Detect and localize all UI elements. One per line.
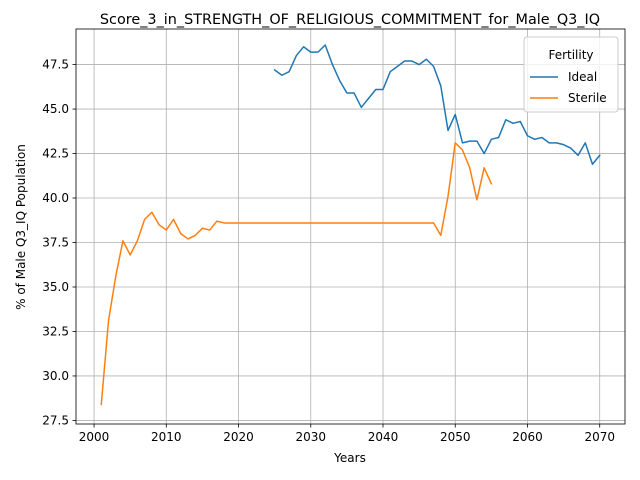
series-line-sterile — [100, 142, 493, 406]
y-tick-label: 32.5 — [42, 324, 69, 338]
legend-box — [523, 36, 619, 113]
y-tick-label: 27.5 — [42, 413, 69, 427]
x-tick-label: 2050 — [440, 430, 471, 444]
y-axis-ticks: 27.5 30.0 32.5 35.0 37.5 40.0 42.5 45.0 47.5 — [42, 58, 76, 427]
x-tick-label: 2010 — [151, 430, 182, 444]
plot-area-frame — [75, 28, 626, 425]
y-axis-label: % of Male Q3_IQ Population — [14, 144, 28, 310]
x-tick-label: 2040 — [368, 430, 399, 444]
y-tick-label: 30.0 — [42, 369, 69, 383]
series-lines — [100, 44, 601, 406]
x-tick-label: 2020 — [223, 430, 254, 444]
x-axis-ticks: 2000 2010 2020 2030 2040 2050 2060 2070 — [79, 424, 615, 444]
x-tick-label: 2060 — [512, 430, 543, 444]
x-tick-label: 2070 — [584, 430, 615, 444]
y-tick-label: 42.5 — [42, 147, 69, 161]
y-tick-label: 37.5 — [42, 236, 69, 250]
legend: Fertility Ideal Sterile — [523, 36, 619, 113]
legend-label-sterile: Sterile — [568, 91, 607, 105]
x-tick-label: 2030 — [295, 430, 326, 444]
x-axis-label: Years — [333, 451, 366, 465]
x-tick-label: 2000 — [79, 430, 110, 444]
series-line-ideal — [273, 44, 601, 165]
y-tick-label: 45.0 — [42, 102, 69, 116]
y-tick-label: 47.5 — [42, 58, 69, 72]
legend-label-ideal: Ideal — [568, 70, 597, 84]
y-tick-label: 35.0 — [42, 280, 69, 294]
y-tick-label: 40.0 — [42, 191, 69, 205]
chart-title: Score_3_in_STRENGTH_OF_RELIGIOUS_COMMITM… — [100, 12, 600, 28]
legend-title: Fertility — [548, 48, 593, 62]
